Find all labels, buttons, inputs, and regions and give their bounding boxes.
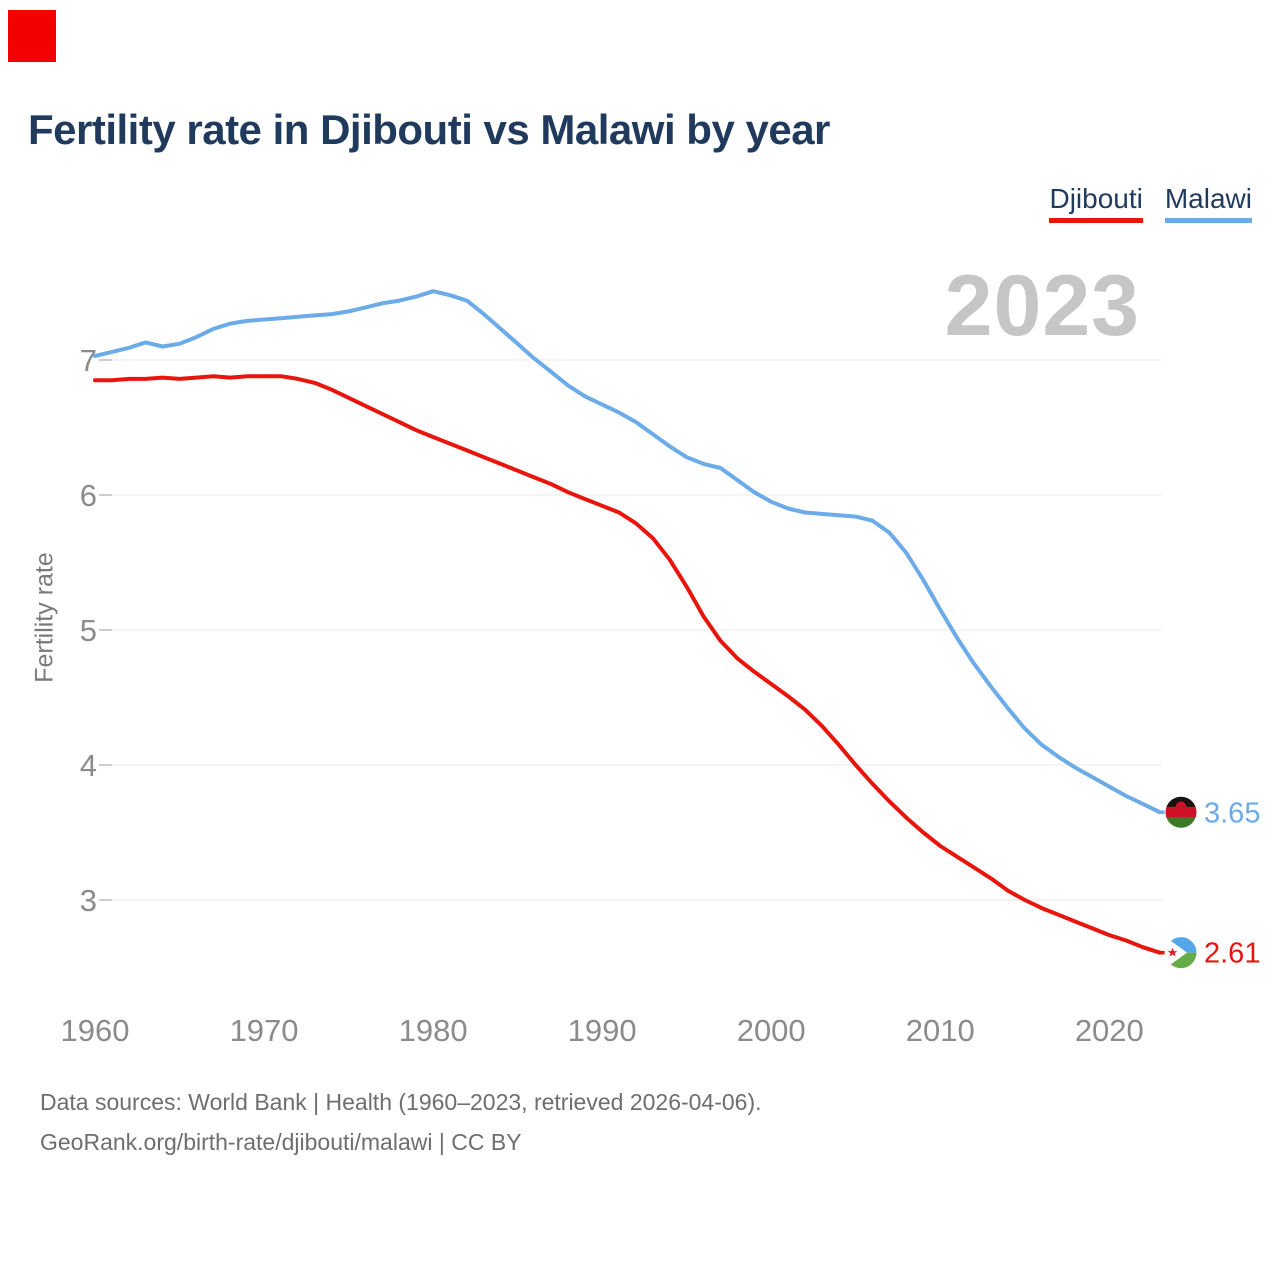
x-tick-label-2010: 2010 bbox=[906, 1013, 975, 1048]
djibouti-end-value: 2.61 bbox=[1204, 938, 1260, 970]
y-tick-label-7: 7 bbox=[80, 343, 97, 378]
malawi-line[interactable] bbox=[93, 289, 1162, 815]
red-marker bbox=[8, 10, 56, 62]
footer: Data sources: World Bank | Health (1960–… bbox=[40, 1082, 762, 1162]
y-tick-label-4: 4 bbox=[80, 748, 97, 783]
malawi-end-value: 3.65 bbox=[1204, 797, 1260, 829]
gridlines-layer: 3 4 5 6 7 1960 1970 1980 1990 2000 2010 2020 bbox=[61, 343, 1162, 1048]
malawi-flag-icon bbox=[1164, 795, 1198, 829]
y-tick-label-3: 3 bbox=[80, 883, 97, 918]
x-tick-label-1990: 1990 bbox=[568, 1013, 637, 1048]
y-tick-label-5: 5 bbox=[80, 613, 97, 648]
footer-data-sources: Data sources: World Bank | Health (1960–… bbox=[40, 1089, 762, 1115]
series-layer bbox=[93, 289, 1170, 955]
x-tick-label-2000: 2000 bbox=[737, 1013, 806, 1048]
x-tick-label-1970: 1970 bbox=[230, 1013, 299, 1048]
x-tick-label-1980: 1980 bbox=[399, 1013, 468, 1048]
legend-item-malawi[interactable]: Malawi bbox=[1164, 183, 1252, 223]
djibouti-flag-icon bbox=[1164, 936, 1198, 970]
x-tick-label-2020: 2020 bbox=[1075, 1013, 1144, 1048]
y-tick-label-6: 6 bbox=[80, 478, 97, 513]
x-tick-label-1960: 1960 bbox=[61, 1013, 130, 1048]
year-watermark: 2023 bbox=[944, 258, 1140, 354]
legend: Djibouti Malawi bbox=[1049, 183, 1252, 223]
footer-attribution: GeoRank.org/birth-rate/djibouti/malawi |… bbox=[40, 1129, 522, 1155]
djibouti-line[interactable] bbox=[93, 374, 1162, 955]
legend-item-djibouti[interactable]: Djibouti bbox=[1049, 183, 1143, 223]
page-title: Fertility rate in Djibouti vs Malawi by … bbox=[28, 106, 830, 153]
